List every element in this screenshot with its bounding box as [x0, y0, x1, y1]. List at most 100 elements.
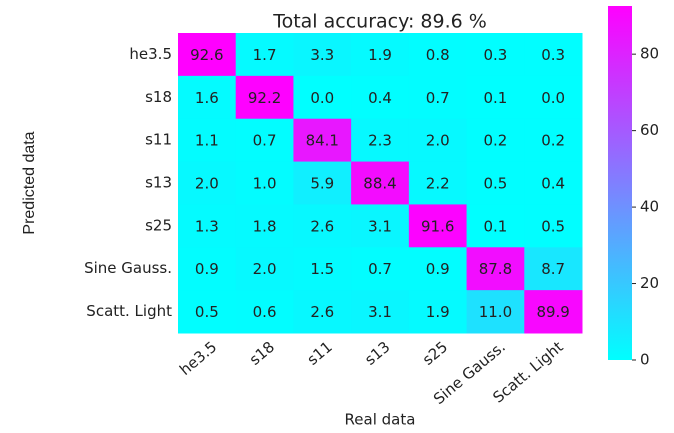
cell-label: 1.1: [195, 132, 219, 150]
cell-label: 0.0: [541, 89, 565, 107]
cell-label: 2.2: [426, 175, 450, 193]
cell-label: 2.6: [310, 303, 334, 321]
cell: [524, 290, 583, 334]
cell: [293, 290, 352, 334]
cell-label: 3.3: [310, 46, 334, 64]
cell-label: 0.7: [426, 89, 450, 107]
cell-label: 3.1: [368, 217, 392, 235]
cell-label: 1.0: [253, 175, 277, 193]
cell: [351, 161, 410, 205]
cell: [466, 247, 525, 291]
cell: [178, 118, 237, 163]
cell-label: 0.9: [426, 260, 450, 278]
cell-label: 2.0: [195, 175, 219, 193]
colorbar-tick-label: 40: [640, 198, 659, 216]
cell: [524, 75, 583, 120]
cell-label: 8.7: [541, 260, 565, 278]
cell: [293, 204, 352, 248]
colorbar-tick-label: 60: [640, 121, 659, 139]
colorbar-tick-label: 80: [640, 45, 659, 63]
cell: [235, 290, 294, 334]
cell: [351, 33, 410, 77]
cell: [408, 247, 468, 291]
cell-label: 91.6: [421, 217, 454, 235]
cell: [466, 290, 525, 334]
cell-label: 1.9: [426, 303, 450, 321]
cell: [524, 204, 583, 248]
cell-label: 1.9: [368, 46, 392, 64]
cell-label: 0.2: [483, 132, 507, 150]
cell-label: 2.3: [368, 132, 392, 150]
cell: [408, 118, 468, 163]
cell-label: 0.2: [541, 132, 565, 150]
y-tick-label: Sine Gauss.: [84, 259, 172, 277]
x-tick-label: s25: [419, 338, 451, 369]
cell: [408, 161, 468, 205]
cell-label: 0.3: [541, 46, 565, 64]
cell: [351, 118, 410, 163]
cell-label: 92.6: [190, 46, 223, 64]
cell-label: 2.0: [426, 132, 450, 150]
cell-label: 2.6: [310, 217, 334, 235]
cell-label: 1.7: [253, 46, 277, 64]
cell-label: 84.1: [306, 132, 339, 150]
cell-label: 1.3: [195, 217, 219, 235]
cell: [524, 247, 583, 291]
y-tick-label: s11: [145, 131, 172, 149]
y-tick-label: s18: [145, 88, 172, 106]
cell-label: 1.6: [195, 89, 219, 107]
cell: [235, 204, 294, 248]
cell: [466, 75, 525, 120]
cell: [351, 204, 410, 248]
cell: [466, 118, 525, 163]
cell: [235, 161, 294, 205]
cell: [351, 247, 410, 291]
cell-label: 0.5: [195, 303, 219, 321]
colorbar-tick-label: 20: [640, 274, 659, 292]
cell: [408, 33, 468, 77]
cell: [178, 204, 237, 248]
colorbar-tick-label: 0: [640, 351, 650, 369]
cell: [351, 290, 410, 334]
x-axis-label: Real data: [345, 411, 416, 429]
cell: [466, 204, 525, 248]
x-tick-label: s11: [304, 338, 336, 369]
cell: [466, 33, 525, 77]
cell: [235, 75, 294, 120]
cell: [351, 75, 410, 120]
y-tick-label: s13: [145, 174, 172, 192]
cell-label: 11.0: [479, 303, 512, 321]
colorbar: [608, 6, 632, 360]
cell-label: 0.4: [368, 89, 392, 107]
cell-label: 0.4: [541, 175, 565, 193]
cell: [408, 75, 468, 120]
cell: [178, 247, 237, 291]
cell-label: 2.0: [253, 260, 277, 278]
cell: [293, 33, 352, 77]
cell-label: 3.1: [368, 303, 392, 321]
cell: [293, 118, 352, 163]
cell-label: 0.0: [310, 89, 334, 107]
cell-label: 1.5: [310, 260, 334, 278]
cell: [178, 161, 237, 205]
cell: [235, 33, 294, 77]
cell: [178, 33, 237, 77]
y-tick-label: he3.5: [129, 45, 172, 63]
cell: [524, 33, 583, 77]
y-axis-label: Predicted data: [21, 131, 38, 234]
cell-label: 0.5: [541, 217, 565, 235]
cell: [466, 161, 525, 205]
y-tick-label: s25: [145, 216, 172, 234]
cell-label: 0.9: [195, 260, 219, 278]
cell-label: 88.4: [363, 175, 396, 193]
cell-label: 89.9: [536, 303, 569, 321]
cell-label: 0.3: [483, 46, 507, 64]
cell: [408, 290, 468, 334]
cell: [293, 247, 352, 291]
x-tick-label: s18: [246, 338, 278, 369]
cell-label: 1.8: [253, 217, 277, 235]
cell: [524, 161, 583, 205]
cell: [293, 75, 352, 120]
y-tick-label: Scatt. Light: [86, 302, 172, 320]
